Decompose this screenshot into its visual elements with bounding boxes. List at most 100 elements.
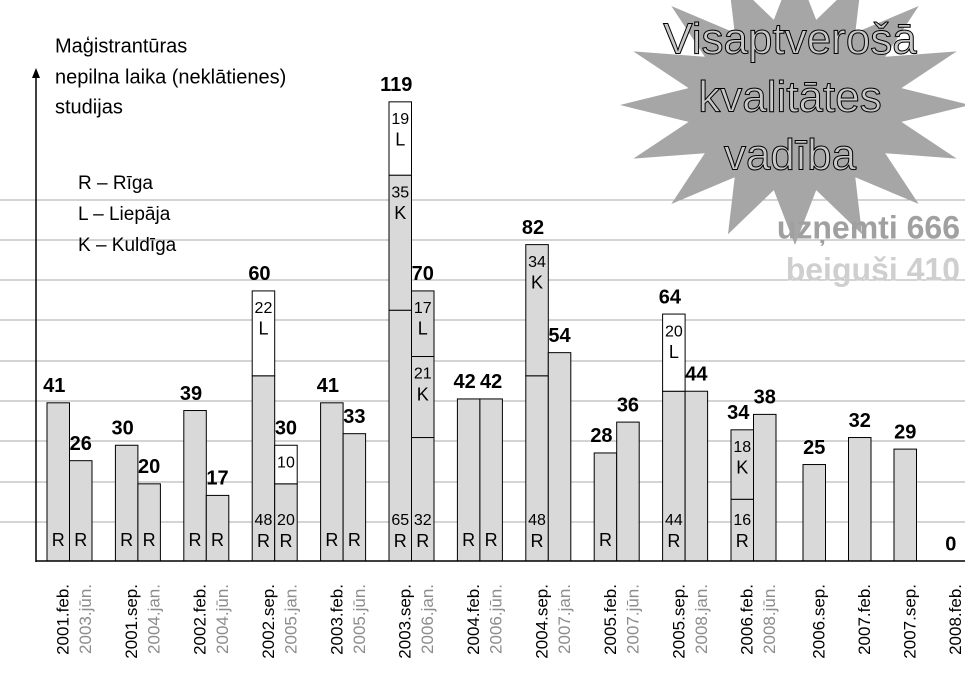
- x-tick-label: 2001.feb.: [54, 584, 73, 655]
- segment-label: 65: [391, 512, 409, 529]
- segment-code: R: [211, 530, 224, 550]
- value-label: 17: [206, 468, 228, 490]
- bar: [206, 495, 229, 561]
- segment-code: K: [531, 272, 543, 292]
- bar: [685, 391, 708, 561]
- x-tick-label: 2005.sep.: [669, 584, 688, 659]
- x-tick-label: 2006.jan.: [418, 584, 437, 654]
- bar: [803, 465, 826, 561]
- legend-entry: K – Kuldīga: [78, 235, 177, 256]
- bar: [849, 438, 872, 561]
- x-tick-label: 2007.jan.: [555, 584, 574, 654]
- legend-entry: L – Liepāja: [78, 204, 171, 225]
- value-label: 0: [945, 533, 956, 555]
- x-tick-label: 2008.jan.: [692, 584, 711, 654]
- segment-label: 20: [665, 323, 683, 340]
- value-label: 42: [454, 371, 476, 393]
- x-tick-label: 2004.sep.: [533, 584, 552, 659]
- segment-code: L: [395, 130, 405, 150]
- x-tick-label: 2004.feb.: [464, 584, 483, 655]
- value-label: 36: [617, 394, 639, 416]
- x-tick-label: 2002.sep.: [259, 584, 278, 659]
- segment-code: R: [279, 531, 292, 551]
- x-tick-label: 2001.sep.: [122, 584, 141, 659]
- title-line: Visaptverošā: [663, 15, 917, 64]
- x-tick-label: 2004.jan.: [145, 584, 164, 654]
- segment-code: R: [416, 531, 429, 551]
- value-label: 41: [317, 375, 339, 397]
- segment-code: R: [462, 530, 475, 550]
- value-label: 32: [849, 410, 871, 432]
- value-label: 33: [343, 406, 365, 428]
- segment-label: 10: [277, 454, 295, 471]
- segment-code: R: [189, 530, 202, 550]
- axis-label-line: studijas: [55, 96, 123, 118]
- x-tick-label: 2007.feb.: [855, 584, 874, 655]
- x-tick-label: 2004.jūn.: [213, 584, 232, 654]
- value-label: 54: [548, 325, 571, 347]
- segment-label: 34: [528, 254, 546, 271]
- x-tick-label: 2005.jūn.: [350, 584, 369, 654]
- segment-code: L: [669, 342, 679, 362]
- segment-label: 16: [733, 512, 751, 529]
- value-label: 20: [138, 456, 160, 478]
- value-label: 39: [180, 383, 202, 405]
- value-label: 29: [894, 421, 916, 443]
- x-tick-label: 2008.feb.: [946, 584, 965, 655]
- value-label: 82: [522, 217, 544, 239]
- subtitle: uzņemti 666: [777, 209, 960, 245]
- value-label: 119: [380, 74, 412, 96]
- bar: [754, 414, 777, 561]
- title-line: vadība: [724, 131, 857, 180]
- value-label: 28: [590, 425, 612, 447]
- subtitle: beiguši 410: [786, 251, 960, 287]
- value-label: 34: [727, 402, 750, 424]
- segment-label: 48: [255, 512, 273, 529]
- segment-code: K: [736, 458, 748, 478]
- segment-label: 35: [391, 184, 409, 201]
- segment-code: R: [485, 530, 498, 550]
- x-tick-label: 2007.jūn.: [623, 584, 642, 654]
- segment-code: K: [394, 203, 406, 223]
- bar: [894, 449, 917, 561]
- axis-label-line: Maģistrantūras: [55, 35, 187, 57]
- value-label: 42: [480, 371, 502, 393]
- segment-code: R: [143, 530, 156, 550]
- segment-code: R: [257, 531, 270, 551]
- x-tick-label: 2005.feb.: [601, 584, 620, 655]
- segment-label: 20: [277, 512, 295, 529]
- x-tick-label: 2003.jūn.: [76, 584, 95, 654]
- x-tick-label: 2008.jūn.: [760, 584, 779, 654]
- value-label: 41: [43, 375, 65, 397]
- value-label: 70: [412, 263, 434, 285]
- segment-code: R: [52, 530, 65, 550]
- value-label: 30: [112, 418, 134, 440]
- axis-arrow: [32, 68, 40, 78]
- bar: [548, 353, 571, 561]
- x-tick-label: 2005.jan.: [281, 584, 300, 654]
- segment-label: 44: [665, 512, 683, 529]
- value-label: 38: [754, 387, 776, 409]
- bar: [617, 422, 640, 561]
- segment-label: 19: [391, 111, 409, 128]
- title-line: kvalitātes: [698, 73, 881, 122]
- segment-label: 17: [414, 300, 432, 317]
- x-tick-label: 2006.jūn.: [487, 584, 506, 654]
- segment-label: 32: [414, 512, 432, 529]
- segment-label: 48: [528, 512, 546, 529]
- x-tick-label: 2003.sep.: [396, 584, 415, 659]
- legend: R – Rīga L – Liepāja K – Kuldīga: [78, 173, 177, 256]
- x-tick-label: 2002.feb.: [191, 584, 210, 655]
- chart: Visaptverošā kvalitātes vadība uzņemti 6…: [0, 0, 965, 686]
- value-label: 44: [685, 364, 708, 386]
- segment-label: 21: [414, 366, 432, 383]
- segment-code: R: [325, 530, 338, 550]
- value-label: 25: [803, 437, 825, 459]
- segment-code: R: [348, 530, 361, 550]
- segment-code: L: [258, 319, 268, 339]
- value-label: 26: [70, 433, 92, 455]
- segment-code: R: [120, 530, 133, 550]
- segment-code: R: [74, 530, 87, 550]
- axis-label: Maģistrantūras nepilna laika (neklātiene…: [55, 35, 286, 118]
- value-label: 30: [275, 418, 297, 440]
